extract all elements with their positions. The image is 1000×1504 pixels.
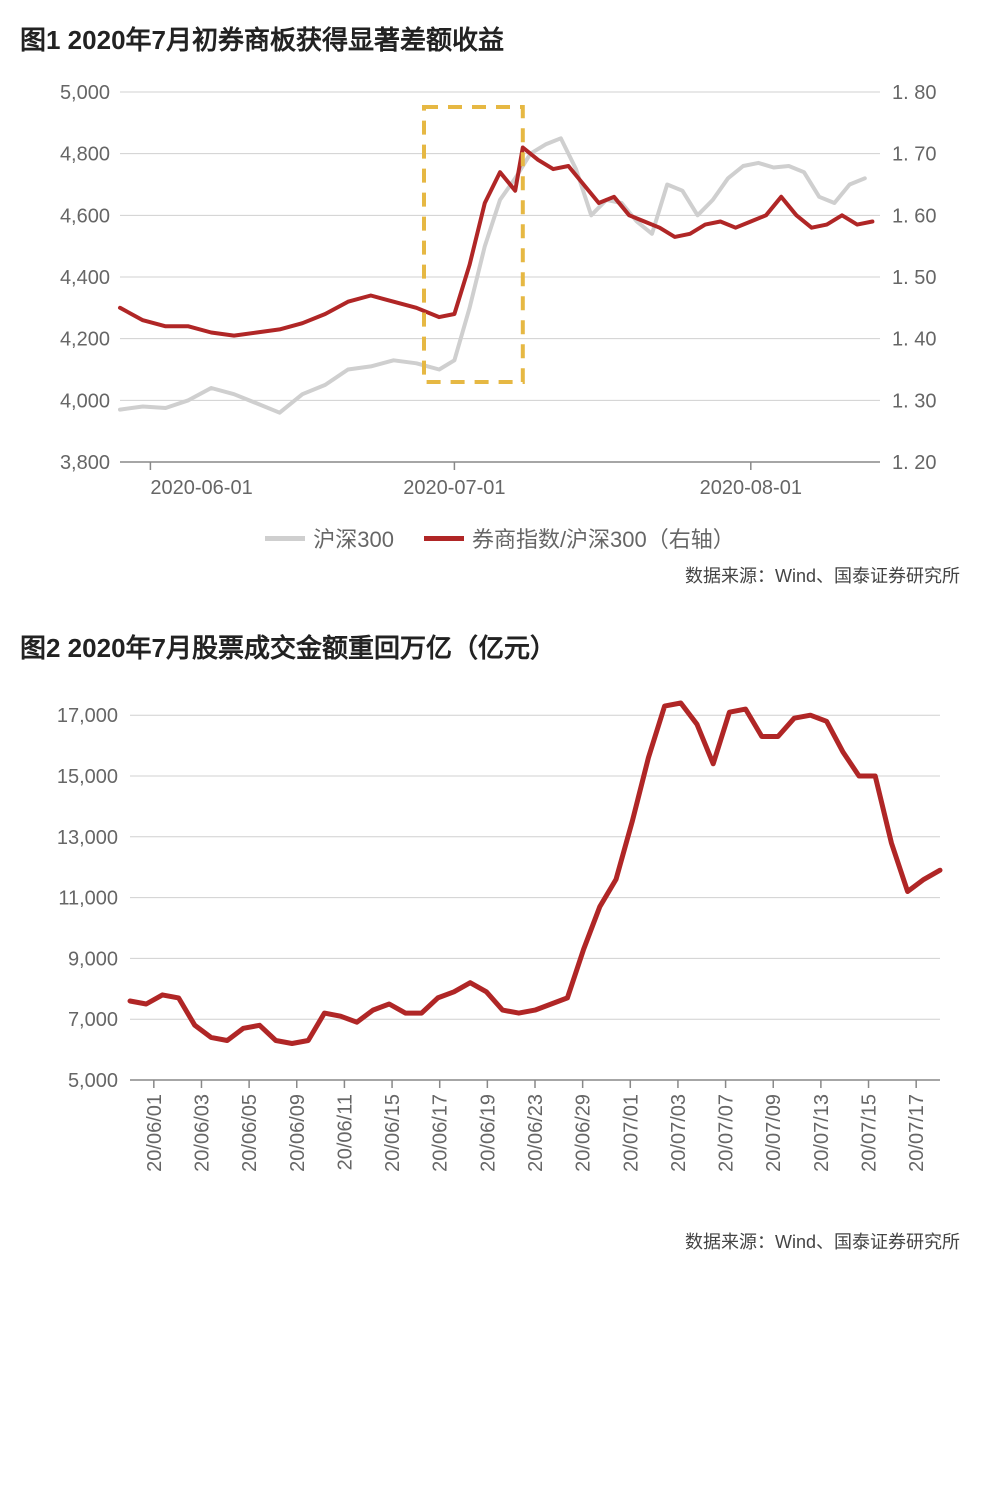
legend-swatch (265, 536, 305, 541)
svg-text:20/07/13: 20/07/13 (811, 1094, 833, 1172)
chart2-source: 数据来源：Wind、国泰证券研究所 (20, 1228, 960, 1254)
svg-text:1. 20: 1. 20 (892, 452, 936, 474)
svg-text:20/07/03: 20/07/03 (668, 1094, 690, 1172)
svg-text:1. 40: 1. 40 (892, 329, 936, 351)
svg-text:20/06/03: 20/06/03 (191, 1094, 213, 1172)
svg-text:9,000: 9,000 (68, 948, 118, 970)
chart1-svg: 3,800 4,000 4,200 4,400 4,600 4,800 5,000 1. 20… (30, 72, 970, 512)
chart1-block: 图1 2020年7月初券商板获得显著差额收益 3,800 4,000 4,200 4,… (20, 20, 980, 588)
svg-text:20/06/01: 20/06/01 (144, 1094, 166, 1172)
svg-text:20/06/29: 20/06/29 (573, 1094, 595, 1172)
svg-text:1. 50: 1. 50 (892, 267, 936, 289)
svg-text:20/06/09: 20/06/09 (287, 1094, 309, 1172)
svg-text:20/07/09: 20/07/09 (763, 1094, 785, 1172)
svg-text:20/06/19: 20/06/19 (477, 1094, 499, 1172)
chart2-svg: 5,000 7,000 9,000 11,000 13,000 15,000 17,000 2… (30, 680, 970, 1220)
svg-text:4,800: 4,800 (60, 144, 110, 166)
svg-text:3,800: 3,800 (60, 452, 110, 474)
svg-text:20/06/23: 20/06/23 (525, 1094, 547, 1172)
chart2-block: 图2 2020年7月股票成交金额重回万亿（亿元） 5,000 7,000 9,000… (20, 628, 980, 1254)
chart2-area: 5,000 7,000 9,000 11,000 13,000 15,000 17,000 2… (30, 680, 970, 1220)
svg-text:2020-07-01: 2020-07-01 (403, 477, 505, 499)
svg-text:20/07/17: 20/07/17 (906, 1094, 928, 1172)
svg-text:20/06/05: 20/06/05 (239, 1094, 261, 1172)
svg-text:1. 80: 1. 80 (892, 82, 936, 104)
svg-text:20/07/07: 20/07/07 (716, 1094, 738, 1172)
svg-text:2020-08-01: 2020-08-01 (700, 477, 802, 499)
chart1-source: 数据来源：Wind、国泰证券研究所 (20, 562, 960, 588)
svg-text:15,000: 15,000 (57, 766, 118, 788)
chart1-title: 图1 2020年7月初券商板获得显著差额收益 (20, 20, 980, 57)
chart1-legend: 沪深300 券商指数/沪深300（右轴） (20, 522, 980, 554)
svg-text:17,000: 17,000 (57, 705, 118, 727)
legend-label: 券商指数/沪深300（右轴） (472, 522, 735, 554)
svg-text:5,000: 5,000 (68, 1070, 118, 1092)
svg-text:4,600: 4,600 (60, 205, 110, 227)
legend-label: 沪深300 (313, 522, 394, 554)
svg-text:13,000: 13,000 (57, 827, 118, 849)
svg-text:20/06/11: 20/06/11 (334, 1094, 356, 1170)
svg-text:1. 60: 1. 60 (892, 205, 936, 227)
svg-text:2020-06-01: 2020-06-01 (150, 477, 252, 499)
svg-text:20/06/15: 20/06/15 (382, 1094, 404, 1172)
svg-text:4,000: 4,000 (60, 390, 110, 412)
legend-item: 券商指数/沪深300（右轴） (424, 522, 735, 554)
legend-swatch (424, 536, 464, 541)
svg-text:20/07/01: 20/07/01 (620, 1094, 642, 1172)
svg-text:7,000: 7,000 (68, 1009, 118, 1031)
legend-item: 沪深300 (265, 522, 394, 554)
svg-text:4,400: 4,400 (60, 267, 110, 289)
chart2-title: 图2 2020年7月股票成交金额重回万亿（亿元） (20, 628, 980, 665)
svg-text:1. 30: 1. 30 (892, 390, 936, 412)
svg-text:11,000: 11,000 (58, 888, 118, 910)
svg-text:4,200: 4,200 (60, 329, 110, 351)
svg-text:5,000: 5,000 (60, 82, 110, 104)
svg-text:20/06/17: 20/06/17 (430, 1094, 452, 1172)
svg-text:1. 70: 1. 70 (892, 144, 936, 166)
chart1-area: 3,800 4,000 4,200 4,400 4,600 4,800 5,000 1. 20… (30, 72, 970, 512)
svg-text:20/07/15: 20/07/15 (859, 1094, 881, 1172)
